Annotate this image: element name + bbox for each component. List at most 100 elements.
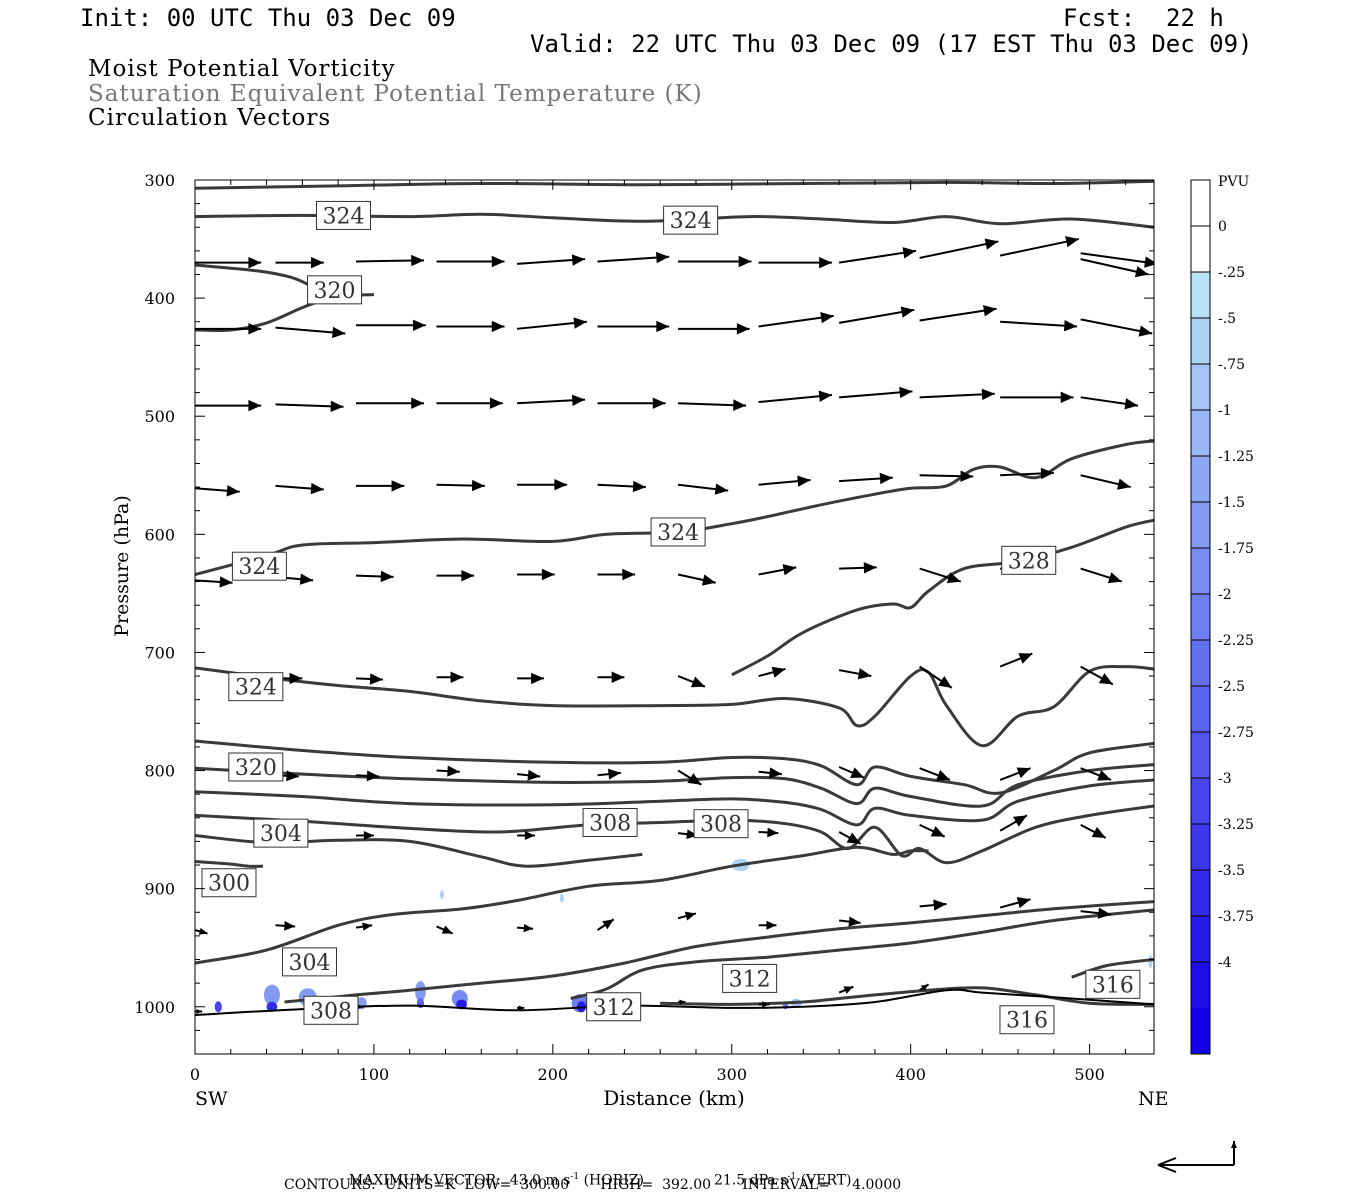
- y-tick-label: 800: [144, 762, 175, 781]
- circulation-vector: [517, 479, 568, 491]
- circulation-vector: [1080, 823, 1107, 839]
- vector-head: [656, 251, 670, 264]
- circulation-vector: [597, 671, 625, 683]
- vector-head: [1107, 572, 1122, 584]
- pv-shading: [266, 1001, 278, 1012]
- vector-head: [981, 388, 995, 401]
- theta-es-contour: [195, 763, 1154, 808]
- circulation-vector: [838, 831, 862, 845]
- vector-head: [611, 671, 625, 683]
- vector-head: [248, 323, 262, 335]
- vector-head: [1013, 815, 1027, 827]
- contour-label-text: 312: [729, 967, 771, 992]
- vector-head: [622, 568, 636, 581]
- circulation-vector: [839, 386, 913, 399]
- circulation-vector: [597, 768, 621, 780]
- vector-head: [902, 247, 917, 259]
- circulation-vector: [436, 671, 464, 683]
- max-vector-label: MAXIMUM VECTOR:: [348, 1172, 501, 1189]
- vector-head: [391, 480, 405, 492]
- circulation-vector: [355, 673, 383, 685]
- circulation-vector: [838, 306, 915, 324]
- circulation-vector: [275, 482, 324, 495]
- circulation-vector: [275, 256, 324, 269]
- circulation-vector: [758, 311, 834, 328]
- circulation-vector: [677, 573, 716, 586]
- circulation-vector: [436, 255, 505, 268]
- circulation-vector: [195, 399, 262, 412]
- colorbar-swatch: [1191, 1008, 1210, 1055]
- vector-head: [527, 769, 541, 781]
- circulation-vector: [919, 665, 953, 689]
- x-tick-label: 0: [190, 1065, 200, 1084]
- contour-label: 324: [663, 205, 719, 235]
- contour-label-box: [722, 963, 778, 993]
- vector-head: [843, 986, 854, 994]
- vector-head: [782, 564, 797, 576]
- colorbar-tick-label: -2.5: [1218, 679, 1245, 695]
- contour-label-box: [663, 205, 719, 235]
- init-time: Init: 00 UTC Thu 03 Dec 09: [80, 4, 456, 32]
- circulation-vector: [275, 400, 344, 413]
- circulation-vector: [758, 256, 832, 269]
- circulation-vector: [517, 394, 586, 407]
- x-end-label-right: NE: [1138, 1088, 1169, 1110]
- circulation-vector: [436, 765, 460, 777]
- colorbar-swatch: [1191, 962, 1210, 1009]
- colorbar-swatch: [1191, 778, 1210, 825]
- colorbar-swatch: [1191, 272, 1210, 319]
- vector-head: [369, 673, 383, 685]
- contour-label-text: 320: [314, 279, 356, 304]
- circulation-vector: [436, 320, 505, 333]
- circulation-vector: [678, 323, 750, 335]
- contour-label: 308: [303, 995, 359, 1025]
- circulation-vector: [195, 576, 233, 588]
- vector-head: [311, 256, 324, 269]
- circulation-vector: [1080, 252, 1154, 268]
- vector-head: [196, 1008, 203, 1015]
- vector-head: [818, 390, 832, 402]
- colorbar-swatch: [1191, 824, 1210, 871]
- y-tick-label: 700: [144, 643, 175, 662]
- forecast-hour: 22 h: [1166, 4, 1224, 32]
- circulation-vector: [436, 397, 503, 409]
- circulation-vector: [436, 569, 475, 582]
- circulation-vector: [355, 922, 373, 931]
- vector-head: [607, 768, 621, 780]
- circulation-vector: [1080, 474, 1131, 490]
- theta-es-contour: [195, 439, 1154, 576]
- vector-head: [850, 767, 865, 778]
- vector-head: [738, 255, 752, 268]
- vector-head: [820, 311, 834, 324]
- circulation-vector: [919, 388, 995, 401]
- colorbar-swatch: [1191, 594, 1210, 641]
- circulation-vector: [597, 251, 670, 264]
- circulation-vector: [1080, 318, 1153, 337]
- y-tick-label: 300: [144, 171, 175, 190]
- contour-label-box: [231, 551, 287, 581]
- vector-head: [690, 676, 705, 688]
- circulation-vector: [516, 923, 534, 933]
- contour-label: 312: [722, 963, 778, 993]
- circulation-vector: [758, 767, 782, 779]
- footer-max-vector: MAXIMUM VECTOR: 43.0 m s-1 (HORIZ) 21.5 d…: [340, 1159, 852, 1189]
- vector-head: [857, 668, 872, 680]
- circulation-vector: [919, 238, 999, 259]
- circulation-vector: [758, 1001, 770, 1008]
- colorbar-tick-label: -.25: [1218, 265, 1245, 281]
- vector-head: [1124, 398, 1138, 410]
- vector-head: [687, 773, 702, 785]
- circulation-vector: [516, 769, 541, 781]
- vector-head: [1040, 467, 1054, 480]
- vector-head: [1138, 325, 1153, 337]
- contour-label: 312: [586, 992, 642, 1022]
- vector-head: [523, 923, 534, 933]
- contour-label-box: [253, 818, 309, 848]
- vector-head: [411, 397, 425, 409]
- colorbar-swatch: [1191, 732, 1210, 779]
- colorbar-tick-label: -2.75: [1218, 725, 1254, 741]
- vector-head: [936, 770, 951, 781]
- circulation-vector: [516, 254, 586, 266]
- vector-head: [226, 485, 240, 497]
- circulation-vector: [356, 319, 426, 331]
